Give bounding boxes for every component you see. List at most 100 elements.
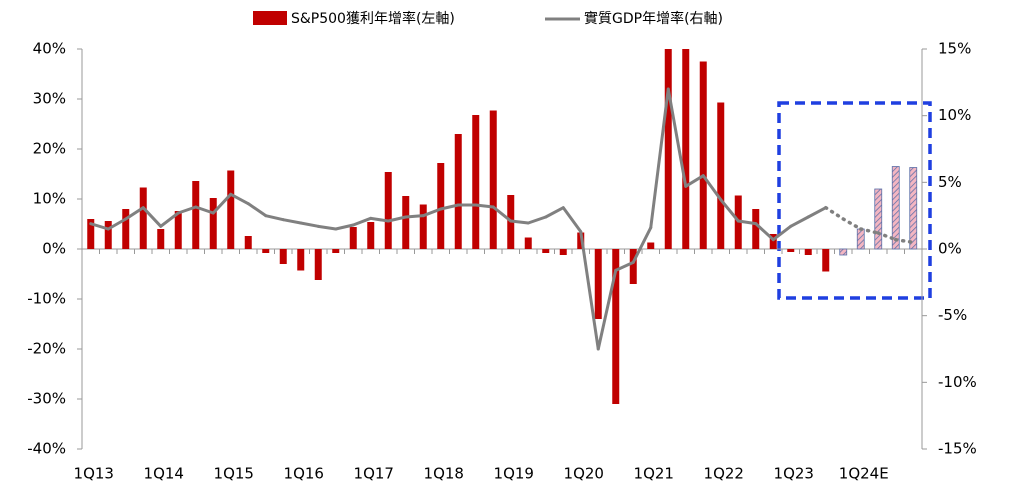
line-segment xyxy=(631,226,653,264)
line-segment xyxy=(876,231,898,242)
y2-tick-label: -10% xyxy=(938,373,977,391)
line-segment xyxy=(386,215,408,223)
y-tick-label: -20% xyxy=(27,340,66,358)
bar xyxy=(559,249,567,255)
line-segment xyxy=(579,230,600,351)
line-segment xyxy=(526,215,548,225)
line-segment xyxy=(824,205,845,221)
x-tick-label: 1Q22 xyxy=(704,465,744,483)
line-segment xyxy=(106,217,128,231)
legend-swatch xyxy=(253,11,287,25)
bar xyxy=(822,249,830,272)
y-tick-label: -30% xyxy=(27,390,66,408)
line-segment xyxy=(561,206,583,234)
legend: S&P500獲利年增率(左軸) 實質GDP年增率(右軸) xyxy=(253,10,723,27)
line-segment xyxy=(859,227,880,235)
line-segment xyxy=(894,237,915,245)
bar xyxy=(314,249,322,280)
line-segment xyxy=(509,219,530,225)
highlight-box xyxy=(777,101,932,300)
y-tick-label: -40% xyxy=(27,440,66,458)
bar xyxy=(139,187,147,249)
y-tick-label: 30% xyxy=(33,90,66,108)
line-segment xyxy=(281,218,303,225)
line-segment xyxy=(596,268,618,351)
line-segment xyxy=(789,215,810,228)
y2-tick-label: -5% xyxy=(938,306,967,324)
bar xyxy=(454,134,462,249)
line-segment xyxy=(351,216,373,227)
line-segment xyxy=(614,260,635,272)
bar xyxy=(909,167,918,250)
x-tick-label: 1Q21 xyxy=(634,465,674,483)
bar xyxy=(682,49,690,249)
bar xyxy=(629,249,637,284)
y2-tick-label: 10% xyxy=(938,106,971,124)
line-segment xyxy=(404,214,425,219)
bar xyxy=(384,172,392,249)
x-tick-label: 1Q13 xyxy=(74,465,114,483)
bar xyxy=(647,242,655,249)
bar xyxy=(489,110,497,249)
legend-label: 實質GDP年增率(右軸) xyxy=(584,10,723,27)
line-segment xyxy=(841,217,863,231)
bar xyxy=(752,209,760,249)
line-segment xyxy=(649,87,670,230)
y2-tick-label: -15% xyxy=(938,440,977,458)
line-segment xyxy=(806,206,828,219)
bar xyxy=(209,198,217,249)
bar xyxy=(437,163,445,249)
bar xyxy=(664,49,672,249)
bar xyxy=(87,219,95,249)
line-segment xyxy=(719,198,740,223)
plot-area xyxy=(87,49,918,404)
bar xyxy=(699,61,707,249)
bar xyxy=(227,170,235,249)
y-tick-label: 20% xyxy=(33,140,66,158)
line-segment xyxy=(421,207,443,218)
bar xyxy=(122,209,130,249)
bar xyxy=(839,248,848,256)
bar xyxy=(594,249,602,319)
y2-tick-label: 0% xyxy=(938,240,962,258)
bar xyxy=(804,249,812,255)
x-tick-label: 1Q18 xyxy=(424,465,464,483)
y-tick-label: 10% xyxy=(33,190,66,208)
y-tick-label: 40% xyxy=(33,40,66,58)
bar xyxy=(279,249,287,264)
line-segment xyxy=(474,203,495,209)
line-segment xyxy=(754,222,775,242)
bar xyxy=(174,211,182,249)
bar xyxy=(472,115,480,249)
line-segment xyxy=(439,203,460,211)
bar xyxy=(349,227,357,249)
bar xyxy=(367,222,375,249)
line-segment xyxy=(229,192,250,206)
line-segment xyxy=(736,219,758,226)
bar xyxy=(192,181,200,249)
bar xyxy=(891,166,900,250)
line-segment xyxy=(684,174,705,188)
y2-tick-label: 5% xyxy=(938,173,962,191)
line-segment xyxy=(666,87,688,188)
line-segment xyxy=(141,206,163,228)
line-segment xyxy=(89,222,110,231)
bar xyxy=(244,236,252,249)
line-segment xyxy=(246,202,268,218)
line-segment xyxy=(264,214,285,222)
y-tick-label: -10% xyxy=(27,290,66,308)
bar xyxy=(769,234,777,249)
x-tick-label: 1Q14 xyxy=(144,465,184,483)
bar xyxy=(419,204,427,249)
line-segment xyxy=(491,205,513,223)
line-segment xyxy=(701,174,723,202)
x-tick-label: 1Q19 xyxy=(494,465,534,483)
line-segment xyxy=(316,224,338,231)
line-segment xyxy=(334,223,355,231)
bar xyxy=(542,249,550,253)
bar xyxy=(262,249,270,253)
bar xyxy=(297,249,305,271)
line-segment xyxy=(159,211,180,228)
bar xyxy=(332,249,340,253)
